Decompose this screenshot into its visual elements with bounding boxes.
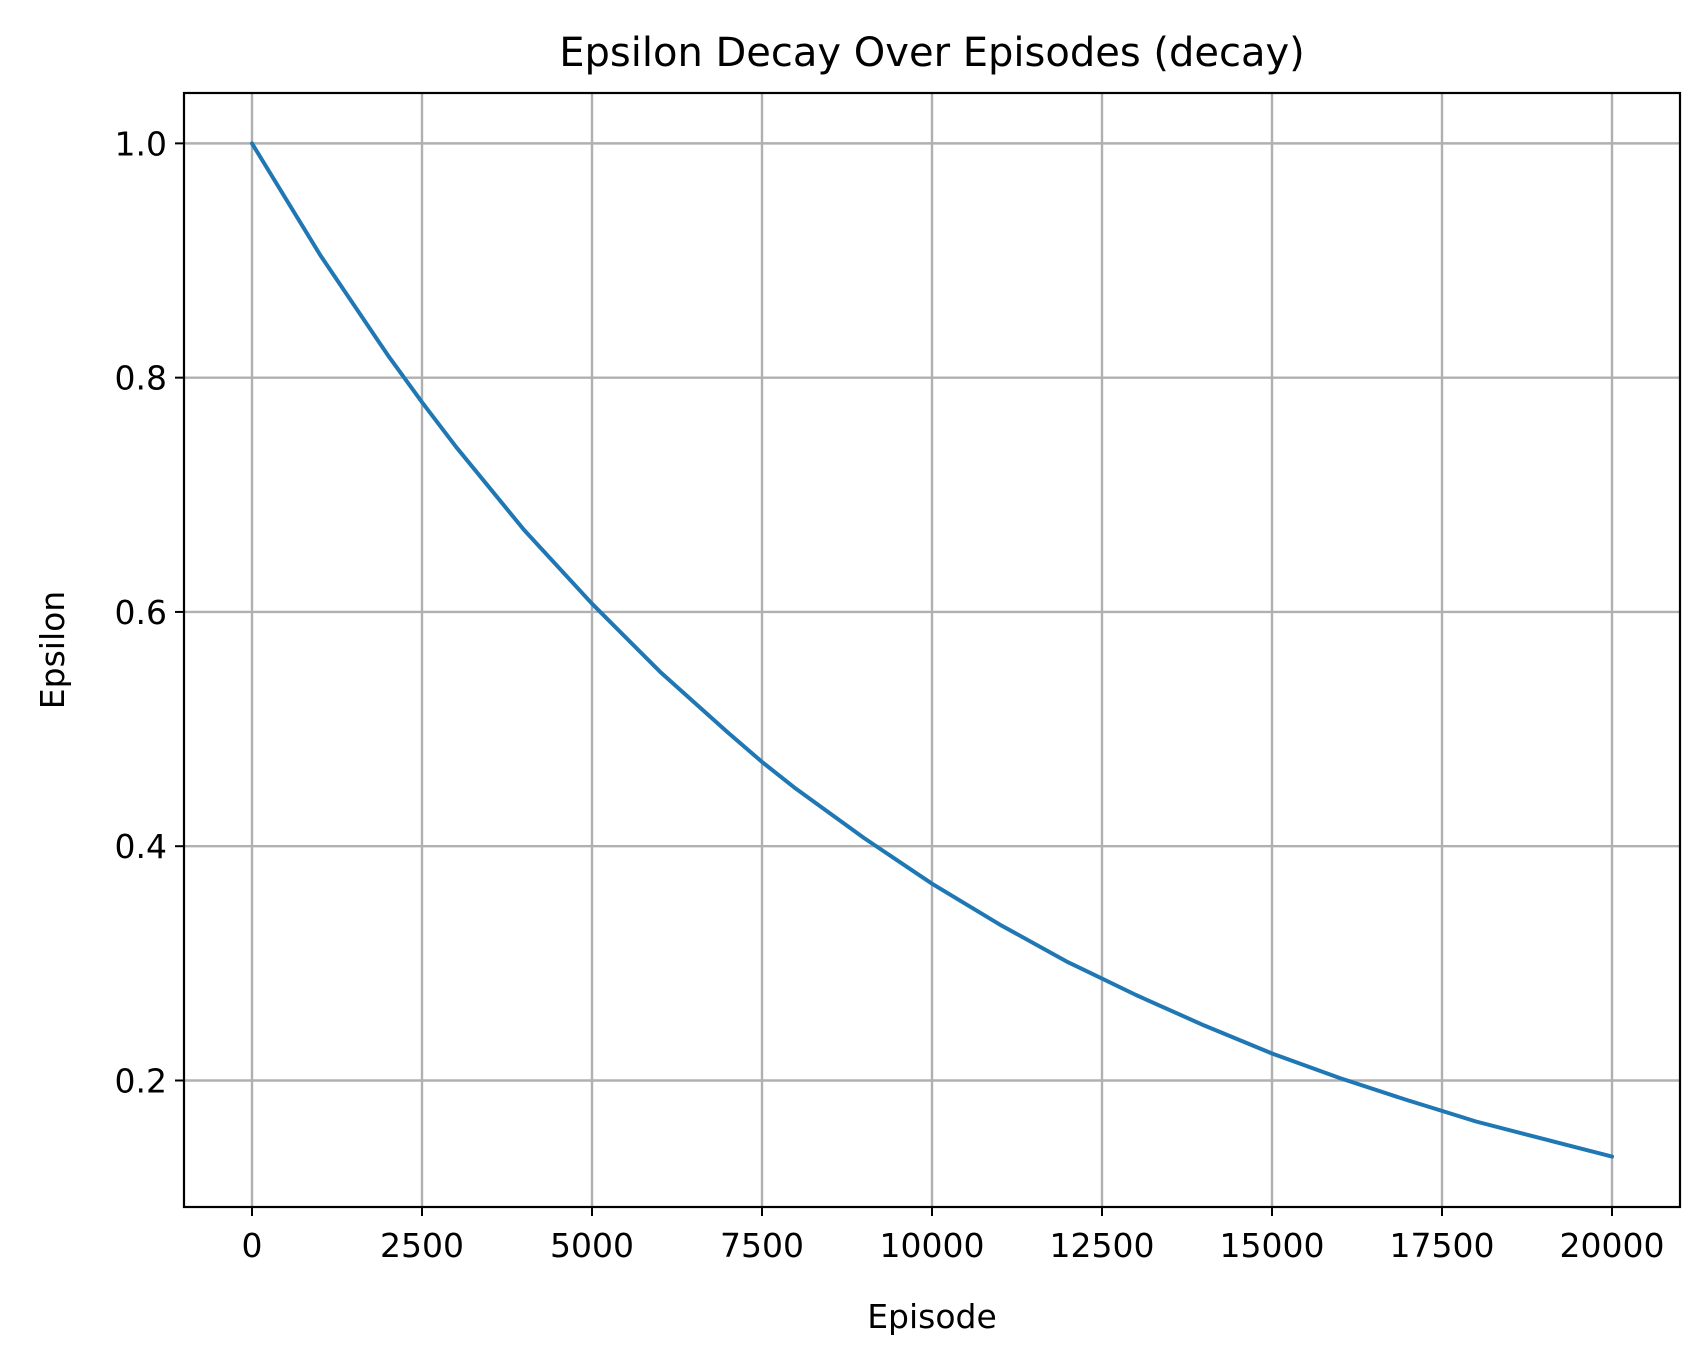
x-tick-label: 20000 — [1560, 1226, 1665, 1265]
chart-title: Epsilon Decay Over Episodes (decay) — [559, 30, 1305, 76]
series-line — [250, 141, 1614, 1159]
x-tick-label: 12500 — [1050, 1226, 1155, 1265]
series-layer — [250, 141, 1614, 1159]
y-tick-label: 0.4 — [115, 827, 167, 866]
y-tick-label: 0.2 — [115, 1061, 167, 1100]
x-tick-label: 5000 — [550, 1226, 634, 1265]
grid — [184, 93, 1680, 1207]
y-tick-label: 0.8 — [115, 359, 167, 398]
x-tick-label: 7500 — [720, 1226, 804, 1265]
ticks: 0 2500 5000 7500 10000 12500 15000 17500 20000 0.… — [115, 124, 1665, 1265]
y-tick-label: 0.6 — [115, 593, 167, 632]
x-tick-label: 15000 — [1220, 1226, 1325, 1265]
x-tick-label: 0 — [242, 1226, 263, 1265]
y-tick-label: 1.0 — [115, 124, 167, 163]
y-axis-title: Epsilon — [33, 591, 72, 709]
x-tick-label: 2500 — [380, 1226, 464, 1265]
x-tick-label: 17500 — [1390, 1226, 1495, 1265]
x-tick-label: 10000 — [880, 1226, 985, 1265]
x-axis-title: Episode — [867, 1297, 997, 1336]
